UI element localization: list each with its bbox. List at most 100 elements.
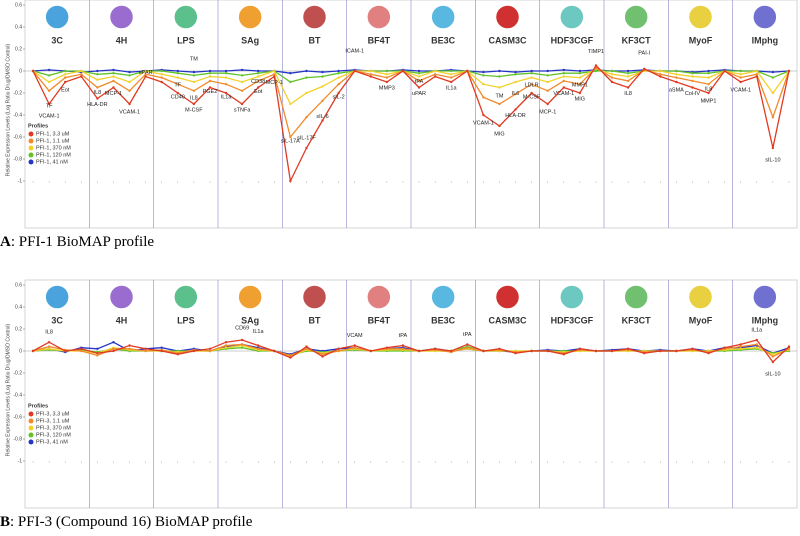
system-icon bbox=[301, 284, 328, 310]
legend-swatch bbox=[28, 425, 34, 431]
series-line bbox=[32, 68, 790, 105]
data-point bbox=[369, 349, 372, 353]
data-point bbox=[417, 75, 421, 78]
system-name: HDF3CGF bbox=[551, 35, 594, 45]
data-point bbox=[160, 80, 163, 84]
legend-label: PFI-1, 120 nM bbox=[36, 152, 71, 158]
data-point bbox=[64, 80, 67, 84]
annotation: MMP1 bbox=[701, 98, 717, 104]
data-point bbox=[224, 341, 228, 344]
data-point bbox=[337, 91, 340, 95]
data-point bbox=[176, 83, 179, 86]
data-point bbox=[192, 70, 196, 74]
data-point bbox=[787, 69, 791, 73]
data-point bbox=[771, 360, 775, 364]
data-point bbox=[433, 75, 437, 78]
data-point bbox=[96, 69, 99, 73]
system-icon bbox=[237, 4, 263, 30]
annotation: CD40 bbox=[171, 94, 185, 100]
data-point bbox=[321, 85, 324, 88]
caption: A: PFI-1 BioMAP profile bbox=[0, 234, 154, 250]
data-point bbox=[771, 116, 775, 119]
system-icon bbox=[44, 4, 70, 30]
annotation: IL8 bbox=[190, 95, 198, 101]
data-point bbox=[96, 86, 99, 89]
annotation: sIL-17F bbox=[297, 135, 316, 141]
data-point bbox=[208, 69, 212, 73]
data-point bbox=[707, 69, 710, 73]
annotation: IL1a bbox=[751, 327, 763, 333]
system-icon bbox=[687, 284, 714, 310]
annotation: TF bbox=[174, 82, 181, 88]
data-point bbox=[64, 349, 67, 353]
data-point bbox=[385, 80, 389, 84]
data-point bbox=[659, 73, 662, 76]
data-point bbox=[546, 80, 549, 84]
system-icon bbox=[108, 4, 135, 30]
legend-swatch bbox=[28, 152, 34, 158]
system-name: 3C bbox=[51, 35, 63, 45]
data-point bbox=[64, 69, 67, 73]
data-point bbox=[530, 69, 533, 73]
data-point bbox=[273, 75, 276, 78]
data-point bbox=[482, 349, 485, 353]
data-point bbox=[578, 72, 582, 75]
data-point bbox=[562, 72, 565, 75]
legend-label: PFI-1, 41 nM bbox=[36, 159, 68, 165]
data-point bbox=[112, 79, 115, 83]
data-point bbox=[691, 79, 694, 83]
system-name: CASM3C bbox=[488, 315, 527, 325]
data-point bbox=[450, 76, 453, 79]
y-tick-label: -0.2 bbox=[13, 370, 22, 376]
data-point bbox=[530, 72, 533, 75]
annotation: PGE2 bbox=[203, 89, 218, 95]
data-point bbox=[289, 102, 292, 106]
data-point bbox=[47, 102, 51, 106]
y-tick-label: 0 bbox=[19, 348, 22, 354]
data-point bbox=[224, 91, 228, 95]
data-point bbox=[112, 349, 115, 353]
data-point bbox=[594, 69, 598, 73]
data-point bbox=[610, 80, 614, 84]
data-point bbox=[691, 347, 694, 350]
data-point bbox=[707, 91, 710, 95]
data-point bbox=[31, 69, 35, 73]
data-point bbox=[755, 73, 758, 76]
data-point bbox=[176, 69, 179, 73]
data-point bbox=[771, 91, 775, 95]
data-point bbox=[771, 355, 775, 358]
legend-label: PFI-3, 120 nM bbox=[36, 432, 71, 438]
system-icon bbox=[623, 4, 649, 30]
y-tick-label: -0.8 bbox=[13, 156, 22, 162]
data-point bbox=[240, 68, 244, 72]
annotation: MIG bbox=[575, 96, 585, 102]
data-point bbox=[224, 83, 228, 86]
data-point bbox=[417, 69, 421, 73]
data-point bbox=[594, 64, 598, 67]
annotation: tPA bbox=[415, 79, 424, 85]
legend-label: PFI-3, 41 nM bbox=[36, 439, 68, 445]
annotation: sIL-17A bbox=[281, 138, 300, 144]
data-point bbox=[112, 86, 115, 89]
data-point bbox=[610, 73, 614, 76]
data-point bbox=[433, 69, 437, 73]
data-point bbox=[144, 75, 147, 78]
system-icon bbox=[494, 4, 521, 30]
annotation: tPA bbox=[463, 332, 472, 338]
data-point bbox=[466, 343, 469, 346]
data-point bbox=[514, 80, 517, 84]
data-point bbox=[160, 76, 163, 79]
system-name: 4H bbox=[116, 315, 128, 325]
data-point bbox=[96, 354, 99, 357]
annotation: IL6 bbox=[512, 91, 520, 97]
data-point bbox=[530, 91, 533, 95]
data-point bbox=[675, 80, 678, 84]
legend-swatch bbox=[28, 138, 34, 144]
data-point bbox=[192, 80, 196, 84]
data-point bbox=[739, 347, 742, 350]
data-point bbox=[739, 73, 742, 76]
system-icon bbox=[559, 284, 585, 310]
data-point bbox=[659, 75, 662, 78]
data-point bbox=[385, 346, 389, 349]
y-tick-label: -0.6 bbox=[13, 414, 22, 420]
